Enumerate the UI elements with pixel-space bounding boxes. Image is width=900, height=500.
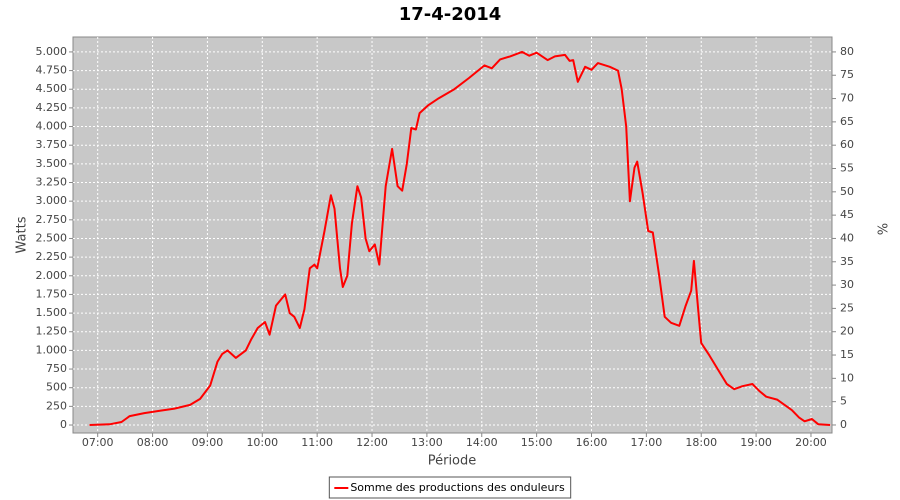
y2-tick-label: 55: [840, 162, 854, 175]
plot-area: [72, 36, 833, 434]
x-tick-label: 14:00: [466, 436, 498, 449]
y-tick-label: 2.750: [36, 213, 68, 226]
x-tick-label: 13:00: [411, 436, 443, 449]
y2-tick-label: 60: [840, 138, 854, 151]
y2-axis-label: %: [874, 223, 889, 235]
y-tick-label: 2.500: [36, 231, 68, 244]
y-tick-label: 3.250: [36, 176, 68, 189]
y2-tick-label: 25: [840, 301, 854, 314]
y-tick-label: 4.750: [36, 64, 68, 77]
legend-box: [328, 476, 572, 499]
y2-tick-label: 65: [840, 115, 854, 128]
y-tick-label: 4.500: [36, 82, 68, 95]
y-tick-label: 1.500: [36, 306, 68, 319]
y2-tick-label: 50: [840, 185, 854, 198]
x-tick-label: 09:00: [192, 436, 224, 449]
y-tick-label: 1.750: [36, 287, 68, 300]
x-tick-label: 18:00: [685, 436, 717, 449]
x-tick-label: 11:00: [301, 436, 333, 449]
x-axis-label: Période: [428, 454, 477, 469]
y2-tick-label: 30: [840, 278, 854, 291]
x-tick-label: 16:00: [576, 436, 608, 449]
x-tick-label: 08:00: [137, 436, 169, 449]
x-tick-label: 20:00: [795, 436, 827, 449]
legend-label: Somme des productions des onduleurs: [350, 481, 565, 494]
y-tick-label: 0: [60, 418, 67, 431]
y2-tick-label: 10: [840, 371, 854, 384]
y-tick-label: 3.000: [36, 194, 68, 207]
x-tick-label: 15:00: [521, 436, 553, 449]
x-tick-label: 10:00: [246, 436, 278, 449]
y-axis-label: Watts: [15, 216, 30, 253]
y2-tick-label: 0: [840, 418, 847, 431]
y-tick-label: 3.500: [36, 157, 68, 170]
data-line: [89, 50, 831, 426]
y-tick-label: 500: [46, 381, 67, 394]
y-tick-label: 2.000: [36, 269, 68, 282]
y2-tick-label: 15: [840, 348, 854, 361]
y2-tick-label: 40: [840, 231, 854, 244]
y2-tick-label: 80: [840, 45, 854, 58]
y-tick-label: 4.250: [36, 101, 68, 114]
y-tick-label: 3.750: [36, 138, 68, 151]
y2-tick-label: 5: [840, 395, 847, 408]
x-tick-label: 17:00: [631, 436, 663, 449]
y2-tick-label: 45: [840, 208, 854, 221]
x-tick-label: 12:00: [356, 436, 388, 449]
x-tick-label: 19:00: [740, 436, 772, 449]
legend: Somme des productions des onduleurs: [328, 476, 572, 499]
y-tick-label: 1.000: [36, 343, 68, 356]
y-tick-label: 4.000: [36, 120, 68, 133]
y2-tick-label: 20: [840, 325, 854, 338]
x-tick-label: 07:00: [82, 436, 114, 449]
y2-tick-label: 75: [840, 68, 854, 81]
y-tick-label: 750: [46, 362, 67, 375]
y-tick-label: 250: [46, 399, 67, 412]
y-tick-label: 1.250: [36, 325, 68, 338]
y2-tick-label: 70: [840, 92, 854, 105]
y2-tick-label: 35: [840, 255, 854, 268]
chart-title: 17-4-2014: [399, 4, 502, 25]
y-tick-label: 5.000: [36, 45, 68, 58]
y-tick-label: 2.250: [36, 250, 68, 263]
